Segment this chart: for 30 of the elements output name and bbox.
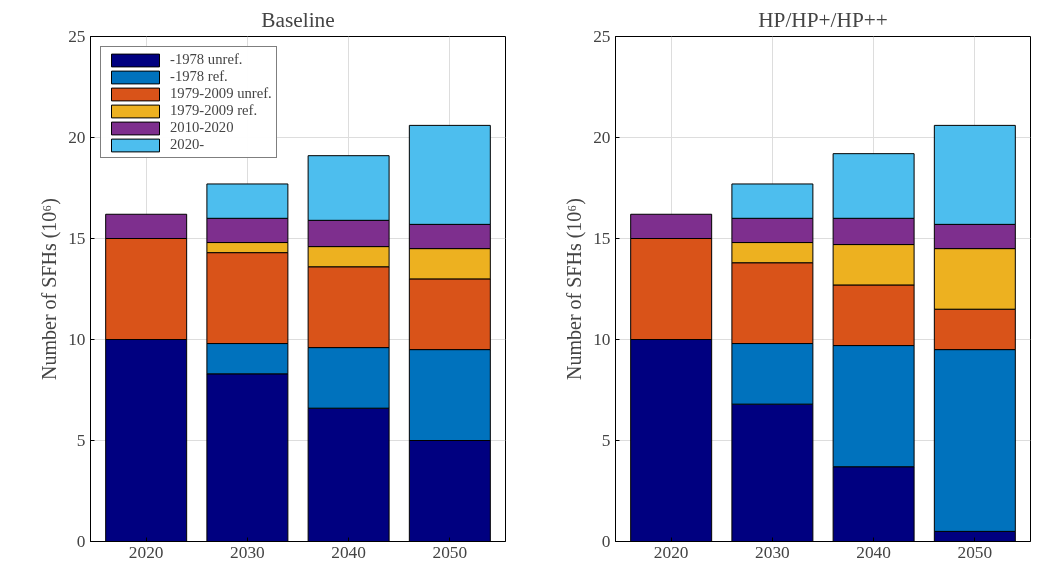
legend-label: -1978 ref. bbox=[170, 68, 228, 85]
y-axis-title: Number of SFHs (10⁶) bbox=[563, 198, 587, 380]
x-tick-label: 2020 bbox=[128, 542, 164, 562]
y-tick-label: 20 bbox=[593, 128, 611, 147]
y-tick-label: 10 bbox=[593, 330, 611, 349]
legend-label: 1979-2009 ref. bbox=[170, 102, 258, 119]
y-tick-label: 15 bbox=[68, 229, 86, 248]
y-tick-label: 0 bbox=[76, 532, 86, 551]
chart-title: HP/HP+/HP++ bbox=[758, 7, 888, 32]
x-tick-label: 2020 bbox=[653, 542, 689, 562]
x-tick-label: 2040 bbox=[331, 542, 366, 562]
x-tick-label: 2040 bbox=[856, 542, 891, 562]
legend-label: -1978 unref. bbox=[170, 51, 243, 68]
legend-label: 1979-2009 unref. bbox=[170, 85, 272, 102]
y-tick-label: 10 bbox=[68, 330, 86, 349]
y-axis-title: Number of SFHs (10⁶) bbox=[38, 198, 62, 380]
y-tick-label: 25 bbox=[68, 27, 86, 46]
y-tick-label: 20 bbox=[68, 128, 86, 147]
x-tick-label: 2030 bbox=[755, 542, 790, 562]
y-tick-label: 15 bbox=[593, 229, 611, 248]
legend-label: 2020- bbox=[170, 136, 205, 153]
y-tick-label: 25 bbox=[593, 27, 611, 46]
y-tick-label: 5 bbox=[601, 431, 611, 450]
x-tick-label: 2050 bbox=[957, 542, 993, 562]
y-tick-label: 5 bbox=[76, 431, 86, 450]
y-tick-label: 0 bbox=[601, 532, 611, 551]
chart-title: Baseline bbox=[261, 7, 335, 32]
x-tick-label: 2030 bbox=[230, 542, 265, 562]
legend-label: 2010-2020 bbox=[170, 119, 234, 136]
x-tick-label: 2050 bbox=[432, 542, 468, 562]
